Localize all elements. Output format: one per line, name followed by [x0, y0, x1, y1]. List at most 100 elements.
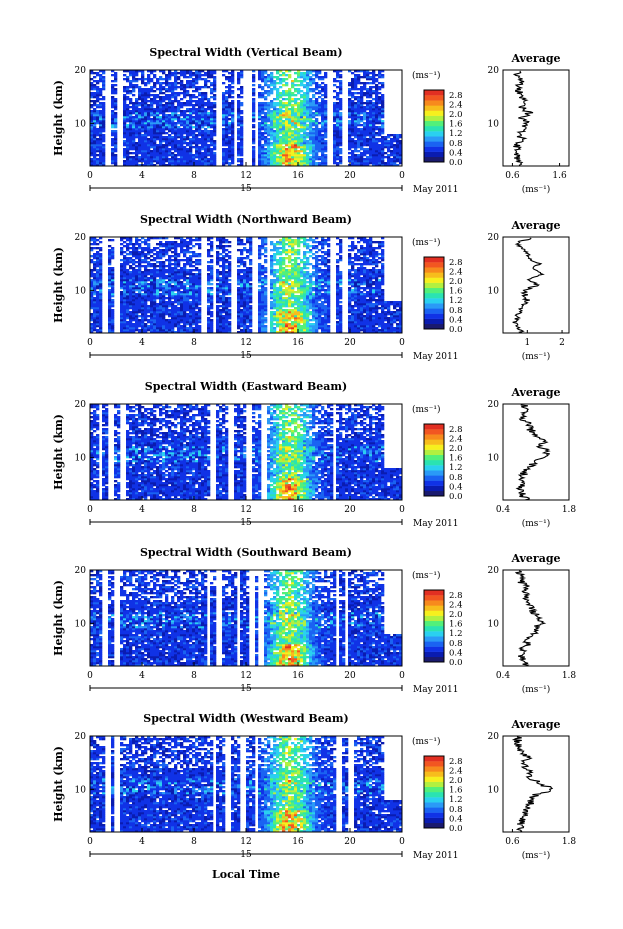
heatmap-cell: [204, 164, 208, 167]
heatmap-cell: [129, 301, 133, 304]
heatmap-cell: [132, 134, 136, 137]
heatmap-cell: [180, 239, 184, 242]
heatmap-cell: [381, 112, 385, 115]
heatmap-cell: [204, 156, 208, 159]
heatmap-cell: [294, 162, 298, 165]
heatmap-cell: [225, 329, 229, 332]
heatmap-cell: [153, 309, 157, 312]
heatmap-cell: [309, 138, 313, 141]
heatmap-cell: [168, 140, 172, 143]
heatmap-cell: [198, 237, 202, 240]
heatmap-cell: [201, 158, 205, 161]
heatmap-cell: [186, 118, 190, 121]
heatmap-cell: [207, 307, 211, 310]
heatmap-cell: [174, 112, 178, 115]
heatmap-cell: [123, 261, 127, 264]
heatmap-cell: [144, 291, 148, 294]
heatmap-cell: [144, 277, 148, 280]
heatmap-cell: [144, 253, 148, 256]
heatmap-cell: [189, 148, 193, 151]
heatmap-cell: [393, 144, 397, 147]
heatmap-cell: [123, 291, 127, 294]
heatmap-cell: [159, 146, 163, 149]
panel-1: Spectral Width (Vertical Beam)0 4 8 12 16 20 0…: [52, 46, 570, 195]
heatmap-cell: [285, 138, 289, 141]
heatmap-cell: [90, 152, 94, 155]
heatmap-cell: [126, 142, 130, 145]
heatmap-cell: [171, 160, 175, 163]
heatmap-cell: [147, 78, 151, 81]
date-label: May 2011: [413, 185, 458, 195]
heatmap-cell: [153, 70, 157, 73]
heatmap-cell: [321, 124, 325, 127]
heatmap-cell: [99, 74, 103, 77]
heatmap-cell: [162, 140, 166, 143]
heatmap-cell: [198, 74, 202, 77]
heatmap-cell: [174, 275, 178, 278]
heatmap-cell: [369, 78, 373, 81]
heatmap-cell: [102, 160, 106, 163]
heatmap-cell: [381, 132, 385, 135]
heatmap-cell: [102, 102, 106, 105]
heatmap-cell: [207, 325, 211, 328]
heatmap-cell: [216, 277, 220, 280]
heatmap-cell: [147, 150, 151, 153]
heatmap-cell: [333, 96, 337, 99]
heatmap-cell: [201, 154, 205, 157]
x-tick-label: 4: [139, 171, 145, 181]
heatmap-cell: [375, 142, 379, 145]
heatmap-cell: [174, 301, 178, 304]
heatmap-cell: [339, 86, 343, 89]
heatmap-cell: [303, 154, 307, 157]
heatmap-cell: [126, 152, 130, 155]
heatmap-cell: [129, 261, 133, 264]
heatmap-cell: [252, 148, 256, 151]
heatmap-cell: [129, 251, 133, 254]
heatmap-cell: [150, 331, 154, 334]
heatmap-cell: [168, 162, 172, 165]
heatmap-cell: [318, 148, 322, 151]
heatmap-cell: [114, 74, 118, 77]
heatmap-cell: [378, 148, 382, 151]
heatmap-cell: [225, 313, 229, 316]
heatmap-cell: [138, 261, 142, 264]
heatmap-cell: [147, 158, 151, 161]
heatmap-cell: [135, 265, 139, 268]
heatmap-cell: [360, 142, 364, 145]
heatmap-cell: [231, 80, 235, 83]
heatmap-cell: [165, 126, 169, 129]
heatmap-cell: [312, 124, 316, 127]
heatmap-cell: [339, 114, 343, 117]
heatmap-cell: [252, 136, 256, 139]
heatmap-cell: [375, 162, 379, 165]
heatmap-cell: [225, 92, 229, 95]
heatmap-cell: [183, 124, 187, 127]
heatmap-cell: [336, 110, 340, 113]
heatmap-cell: [210, 297, 214, 300]
heatmap-cell: [270, 144, 274, 147]
heatmap-cell: [174, 158, 178, 161]
heatmap-cell: [168, 114, 172, 117]
heatmap-cell: [279, 148, 283, 151]
heatmap-cell: [111, 134, 115, 137]
heatmap-cell: [174, 283, 178, 286]
heatmap-cell: [156, 136, 160, 139]
heatmap-cell: [177, 134, 181, 137]
heatmap-cell: [159, 237, 163, 240]
heatmap-cell: [114, 126, 118, 129]
heatmap-cell: [297, 116, 301, 119]
heatmap-cell: [216, 305, 220, 308]
heatmap-cell: [147, 128, 151, 131]
heatmap-cell: [141, 259, 145, 262]
heatmap-cell: [90, 271, 94, 274]
heatmap-cell: [171, 88, 175, 91]
heatmap-cell: [207, 124, 211, 127]
heatmap-cell: [162, 120, 166, 123]
heatmap-cell: [129, 243, 133, 246]
heatmap-cell: [366, 124, 370, 127]
heatmap-cell: [324, 148, 328, 151]
heatmap-cell: [189, 259, 193, 262]
heatmap-cell: [336, 112, 340, 115]
heatmap-cell: [159, 110, 163, 113]
heatmap-cell: [321, 154, 325, 157]
